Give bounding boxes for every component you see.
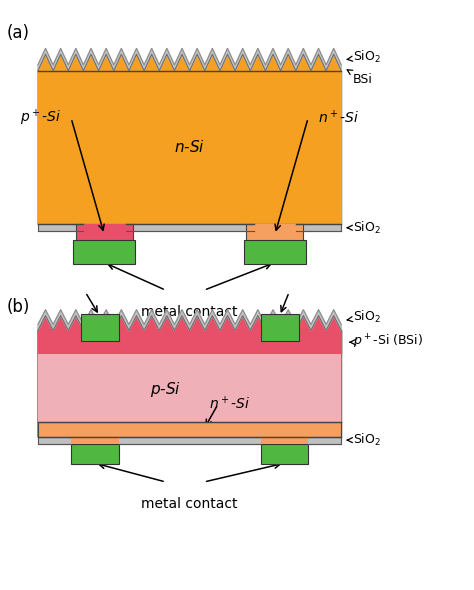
Bar: [254, 224, 296, 240]
Bar: [261, 437, 308, 444]
Bar: [246, 224, 303, 245]
Text: SiO$_2$: SiO$_2$: [347, 219, 381, 236]
Text: metal contact: metal contact: [141, 305, 238, 319]
Bar: [254, 224, 296, 231]
Bar: [261, 444, 308, 464]
Bar: [38, 71, 341, 224]
Bar: [83, 224, 126, 240]
Bar: [38, 354, 341, 437]
Bar: [38, 330, 341, 354]
Bar: [71, 444, 118, 464]
Text: $p^+$-Si: $p^+$-Si: [20, 108, 62, 128]
Bar: [38, 437, 341, 444]
Bar: [81, 314, 118, 341]
Bar: [38, 330, 341, 437]
Text: SiO$_2$: SiO$_2$: [347, 309, 381, 325]
Text: (a): (a): [7, 24, 30, 42]
Text: (b): (b): [7, 298, 30, 316]
Text: $n^+$-Si: $n^+$-Si: [209, 395, 250, 413]
Text: $p^+$-Si (BSi): $p^+$-Si (BSi): [353, 333, 423, 352]
Text: SiO$_2$: SiO$_2$: [347, 48, 381, 65]
Text: $n^+$-Si: $n^+$-Si: [318, 109, 359, 127]
Bar: [83, 224, 126, 231]
Bar: [73, 240, 135, 264]
Bar: [71, 437, 118, 444]
Text: SiO$_2$: SiO$_2$: [347, 432, 381, 448]
Polygon shape: [38, 316, 341, 437]
Bar: [38, 224, 341, 231]
Bar: [38, 422, 341, 437]
Text: $n$-Si: $n$-Si: [174, 139, 205, 156]
Polygon shape: [38, 310, 341, 330]
Bar: [76, 224, 133, 245]
Text: BSi: BSi: [347, 70, 373, 86]
Polygon shape: [38, 48, 341, 71]
Text: $p$-Si: $p$-Si: [150, 380, 182, 399]
Text: metal contact: metal contact: [141, 497, 238, 511]
Bar: [261, 314, 299, 341]
Bar: [244, 240, 306, 264]
Polygon shape: [38, 54, 341, 224]
